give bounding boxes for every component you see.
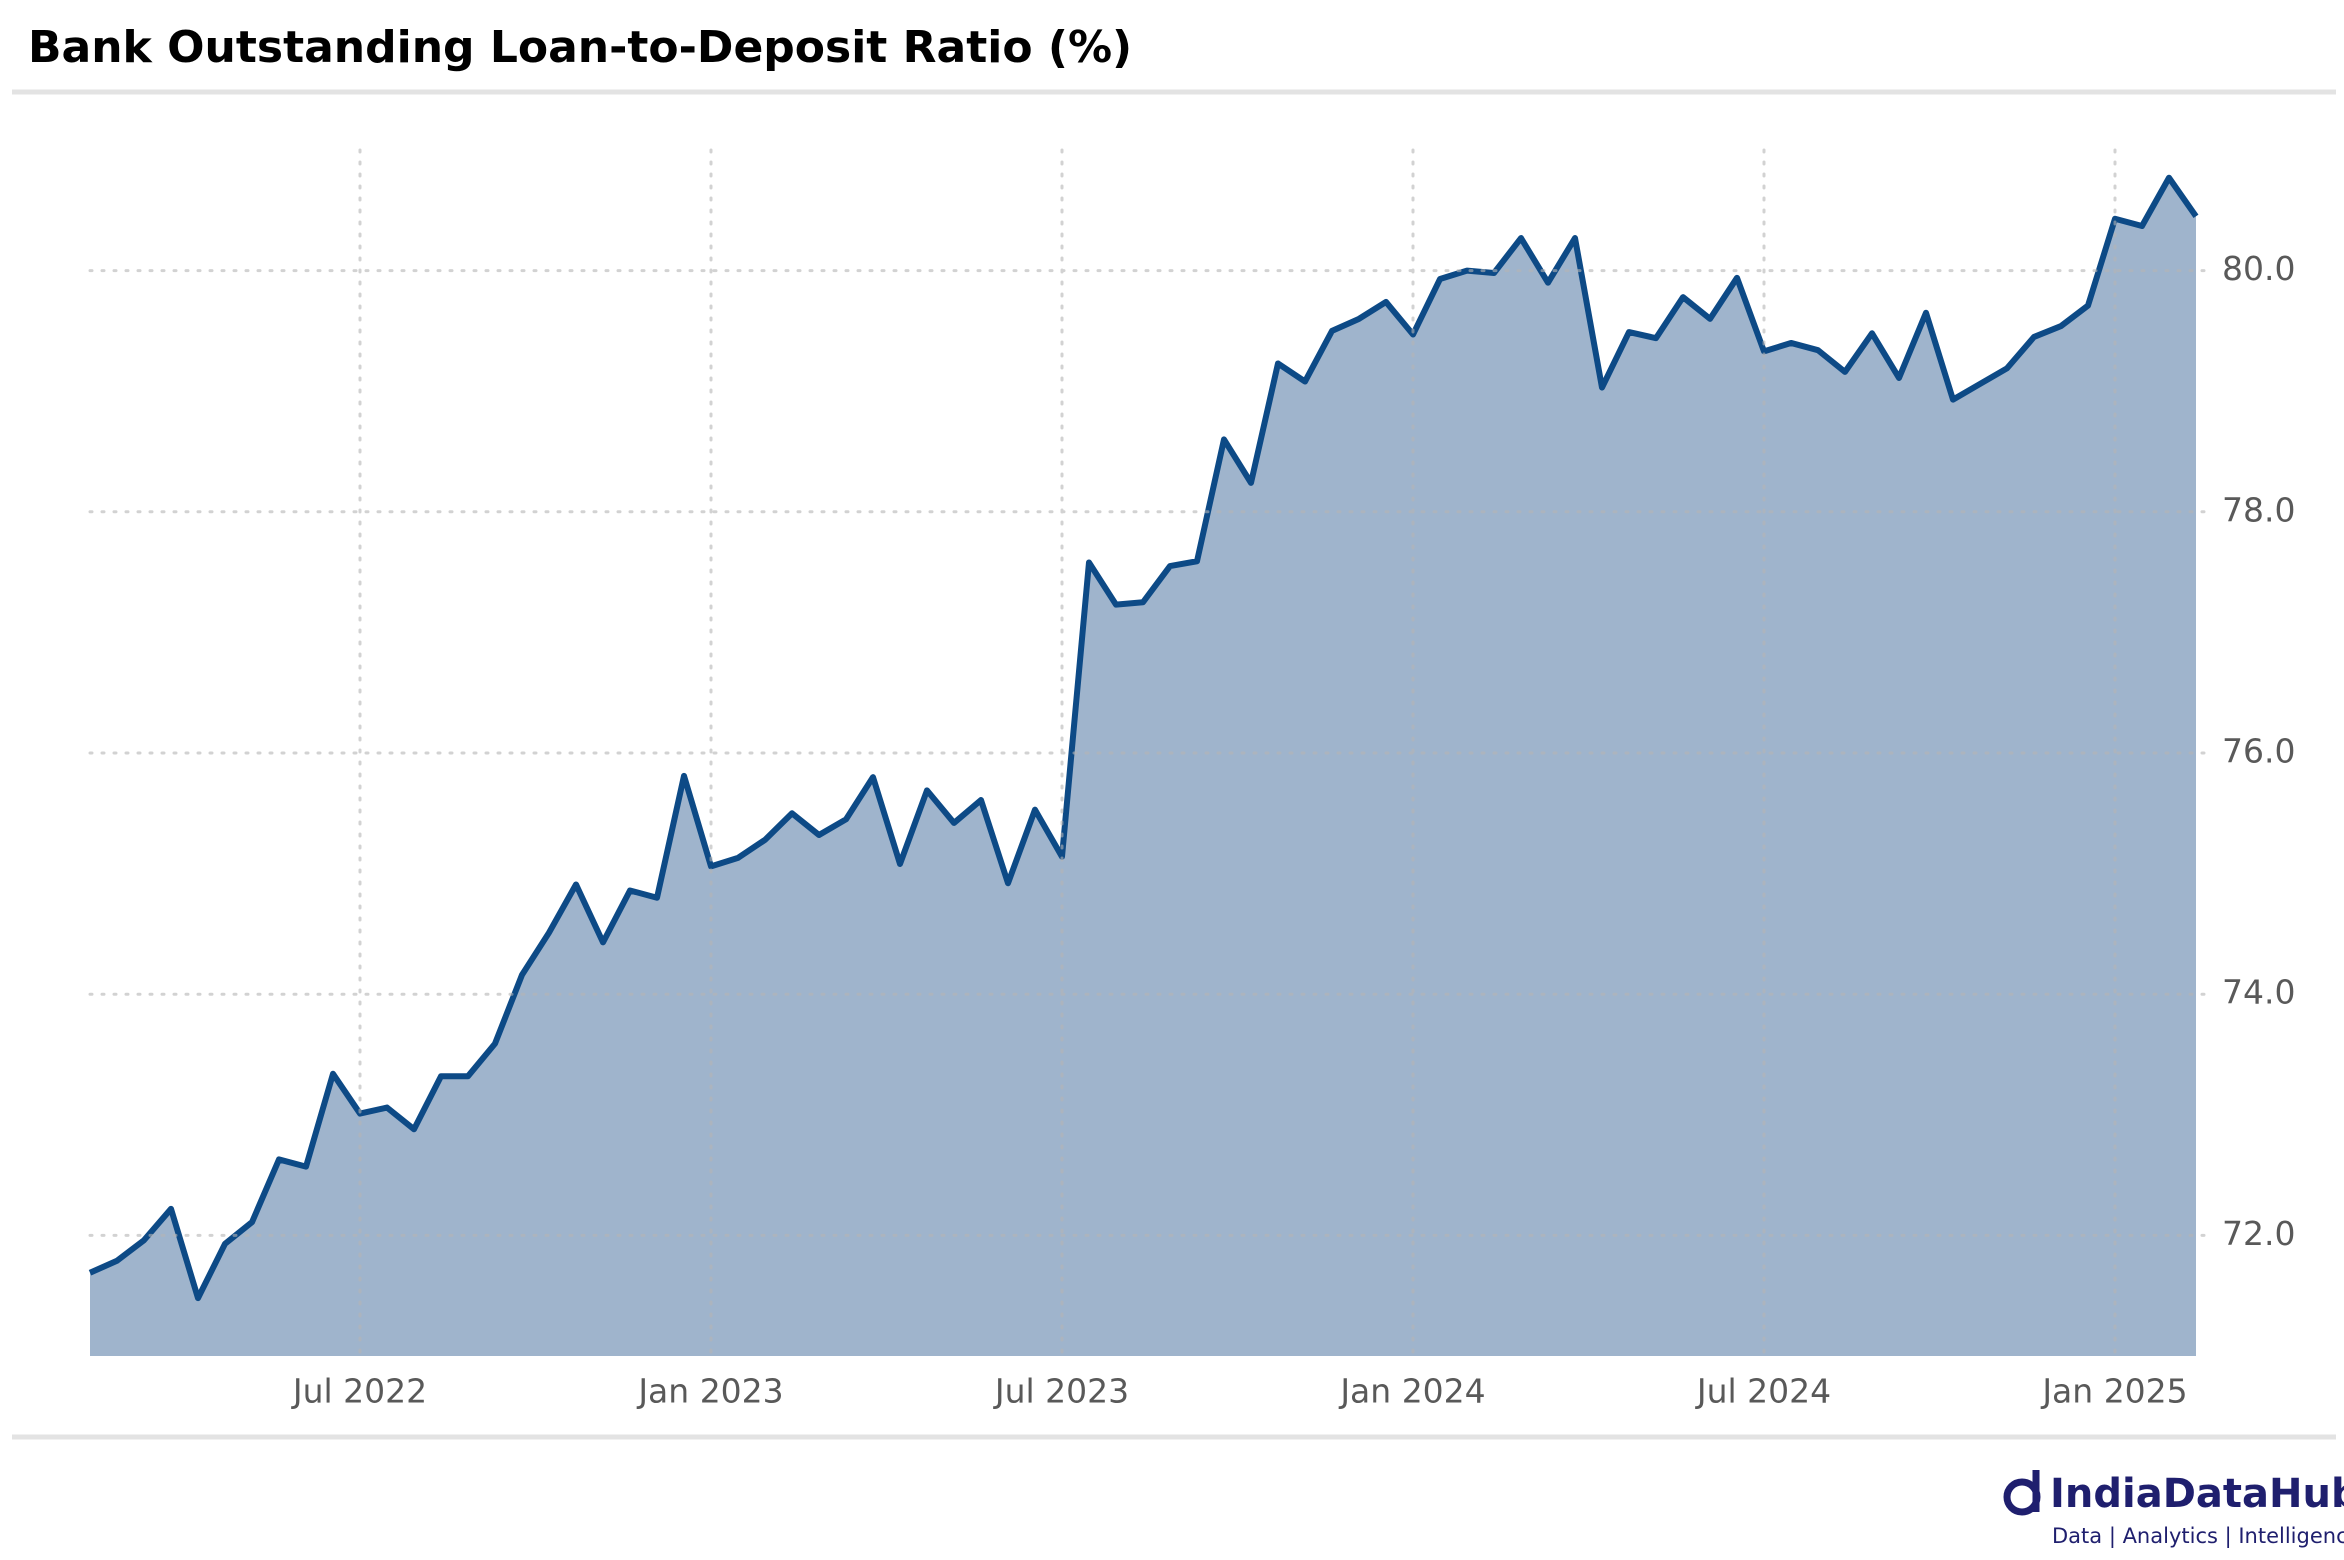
y-tick-label: 74.0 (2222, 973, 2295, 1012)
x-tick-label: Jul 2022 (291, 1372, 427, 1411)
x-tick-label: Jan 2024 (1338, 1372, 1485, 1411)
x-tick-label: Jan 2023 (636, 1372, 783, 1411)
logo-name: IndiaDataHub (2050, 1471, 2344, 1517)
logo: IndiaDataHub Data | Analytics | Intellig… (2003, 1470, 2344, 1549)
grid (88, 148, 2208, 1358)
y-tick-label: 78.0 (2222, 490, 2295, 529)
chart-title: Bank Outstanding Loan-to-Deposit Ratio (… (28, 22, 1132, 73)
x-tick-label: Jul 2023 (993, 1372, 1129, 1411)
line (88, 174, 2199, 1302)
area (90, 177, 2196, 1356)
logo-tagline: Data | Analytics | Intelligence (2052, 1524, 2344, 1549)
y-tick-label: 80.0 (2222, 249, 2295, 288)
y-tick-label: 72.0 (2222, 1214, 2295, 1253)
x-tick-label: Jul 2024 (1695, 1372, 1831, 1411)
x-tick-label: Jan 2025 (2040, 1372, 2187, 1411)
y-tick-label: 76.0 (2222, 732, 2295, 771)
